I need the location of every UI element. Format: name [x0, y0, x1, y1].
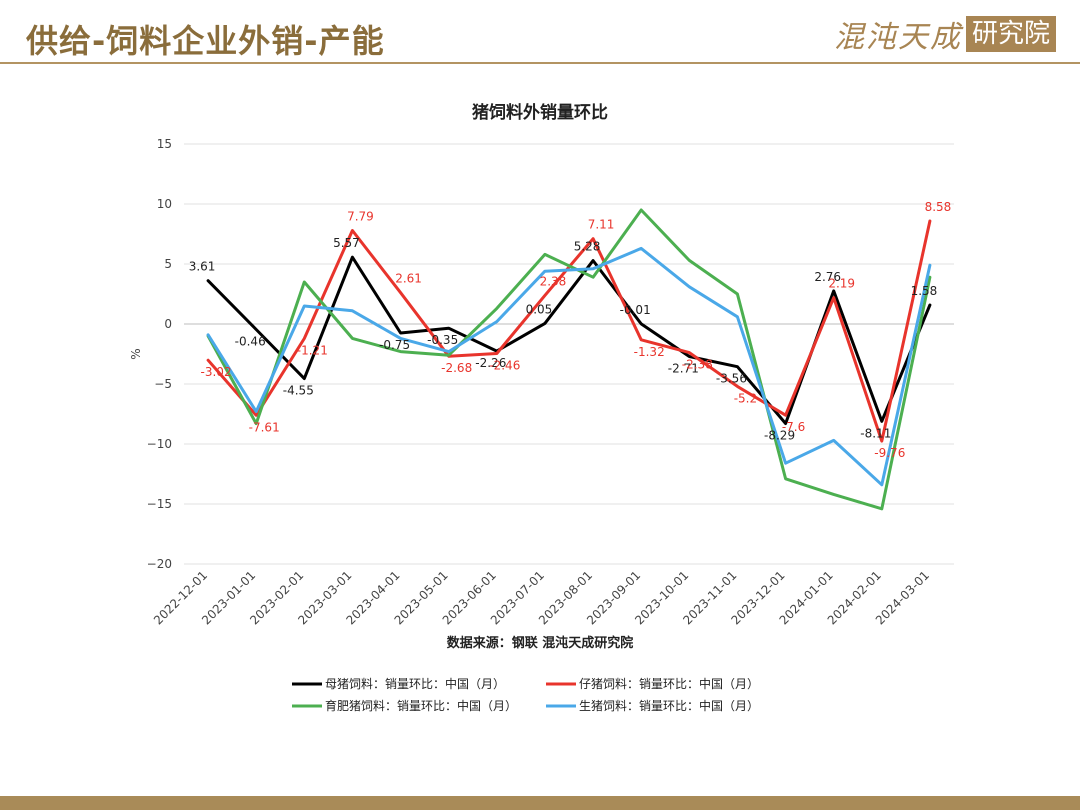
footer-bar [0, 796, 1080, 810]
series-lines [206, 208, 932, 511]
data-label: -9.76 [874, 446, 905, 460]
data-label: 2.19 [828, 277, 855, 291]
data-label: -2.38 [682, 358, 713, 372]
legend-label: 育肥猪饲料：销量环比：中国（月） [325, 698, 517, 713]
data-label: -2.46 [489, 359, 520, 373]
y-tick-label: 15 [157, 137, 172, 151]
data-label: 0.05 [526, 302, 553, 316]
data-labels: 3.61 -0.46 -4.55 5.57 -0.75 -0.35 -2.26 0.05 5.2… [189, 200, 952, 460]
data-label: -2.26 [475, 356, 506, 370]
x-axis: 2022-12-012023-01-012023-02-012023-03-01… [151, 568, 932, 627]
series-line [206, 208, 932, 511]
y-axis-label: % [129, 348, 143, 359]
series-line [206, 219, 932, 443]
data-label: -8.11 [860, 426, 891, 440]
y-tick-label: 10 [157, 197, 172, 211]
y-tick-label: −15 [147, 497, 172, 511]
y-tick-label: 0 [164, 317, 172, 331]
data-label: 1.58 [911, 284, 938, 298]
data-label: -2.68 [441, 361, 472, 375]
data-label: -4.55 [283, 384, 314, 398]
source-note: 数据来源：钢联 混沌天成研究院 [447, 635, 634, 651]
data-label: -0.01 [620, 303, 651, 317]
y-tick-label: −10 [147, 437, 172, 451]
data-label: -1.21 [297, 344, 328, 358]
data-label: 8.58 [925, 200, 952, 214]
y-axis: 15 10 5 0 −5 −10 −15 −20 [147, 137, 172, 571]
data-label: 7.11 [588, 218, 615, 232]
logo-box-text: 研究院 [965, 16, 1056, 52]
data-label: 2.38 [540, 274, 567, 288]
legend-label: 生猪饲料：销量环比：中国（月） [579, 698, 759, 713]
data-label: 2.76 [814, 270, 841, 284]
header-divider [0, 62, 1080, 64]
header: 供给-饲料企业外销-产能 混沌天成 研究院 [0, 0, 1080, 64]
data-label: -1.32 [634, 345, 665, 359]
data-label: 5.28 [574, 240, 601, 254]
data-label: -0.35 [427, 333, 458, 347]
legend-label: 母猪饲料：销量环比：中国（月） [325, 676, 505, 691]
data-label: -8.29 [764, 428, 795, 442]
y-tick-label: 5 [164, 257, 172, 271]
data-label: -7.61 [249, 420, 280, 434]
company-logo: 混沌天成 研究院 [833, 14, 1056, 55]
data-label: -7.6 [782, 420, 805, 434]
line-chart: 猪饲料外销量环比 15 10 5 0 −5 −10 −15 −20 2022-12-01202… [129, 102, 954, 713]
chart-legend: 母猪饲料：销量环比：中国（月） 仔猪饲料：销量环比：中国（月） 育肥猪饲料：销量环比… [292, 676, 759, 713]
y-tick-label: −20 [147, 557, 172, 571]
legend-label: 仔猪饲料：销量环比：中国（月） [579, 676, 759, 691]
data-label: -3.02 [201, 365, 232, 379]
data-label: 2.61 [395, 272, 422, 286]
data-label: 3.61 [189, 260, 216, 274]
data-label: 5.57 [333, 236, 360, 250]
chart-title: 猪饲料外销量环比 [472, 102, 608, 123]
data-label: 7.79 [347, 210, 374, 224]
data-label: -0.46 [235, 335, 266, 349]
data-label: -5.2 [734, 391, 757, 405]
data-label: -0.75 [379, 338, 410, 352]
series-line [206, 246, 932, 487]
data-label: -3.56 [716, 372, 747, 386]
y-tick-label: −5 [154, 377, 172, 391]
data-label: -2.71 [668, 362, 699, 376]
page-title: 供给-饲料企业外销-产能 [26, 22, 385, 60]
logo-text: 混沌天成 [833, 20, 962, 55]
